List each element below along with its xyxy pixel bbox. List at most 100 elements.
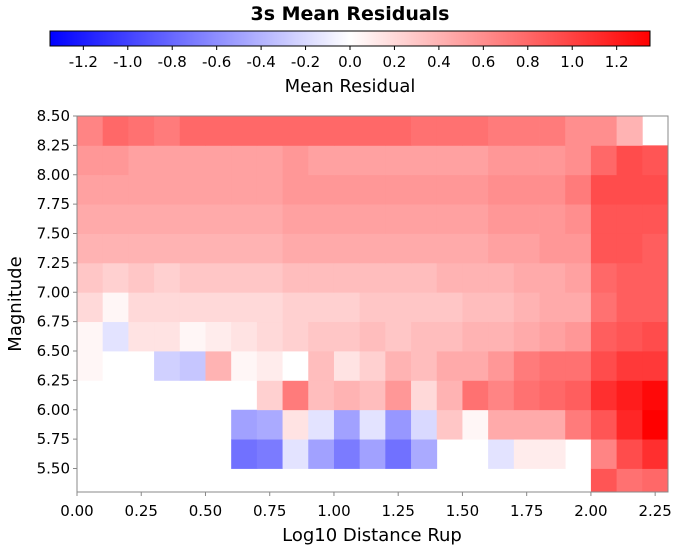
heatmap-cell: [462, 292, 489, 323]
heatmap-cell: [308, 174, 335, 205]
heatmap-cell: [539, 292, 566, 323]
heatmap-cell: [256, 116, 283, 146]
heatmap-cell: [359, 292, 386, 323]
heatmap-cell: [436, 145, 463, 176]
heatmap-cell: [385, 439, 412, 469]
heatmap-cell: [231, 321, 258, 352]
heatmap-cell: [539, 204, 566, 234]
heatmap-cell: [128, 145, 155, 176]
heatmap-cell: [462, 409, 489, 440]
heatmap-cell: [282, 351, 309, 381]
heatmap-cell: [436, 116, 463, 146]
heatmap-cell: [488, 233, 515, 264]
heatmap-cell: [488, 116, 515, 146]
heatmap-cell: [590, 439, 618, 469]
heatmap-cell: [256, 321, 283, 352]
heatmap-cell: [488, 204, 515, 234]
heatmap-cell: [462, 262, 489, 293]
colorbar-tick-label: -1.0: [113, 53, 142, 71]
heatmap-cell: [616, 204, 643, 234]
heatmap-cell: [359, 409, 386, 440]
x-tick-label: 0.25: [125, 502, 158, 520]
heatmap-cell: [616, 145, 643, 176]
x-tick-label: 0.75: [253, 502, 286, 520]
colorbar-label: Mean Residual: [285, 76, 416, 97]
heatmap-cell: [565, 351, 592, 381]
heatmap-cell: [488, 409, 515, 440]
heatmap-cells: [77, 116, 669, 493]
colorbar-tick-label: 0.8: [516, 53, 540, 71]
y-axis-ticks: 5.50 5.75 6.00 6.25 6.50 6.75 7.00 7.25 7.50 7.75…: [37, 107, 77, 478]
heatmap-cell: [77, 262, 104, 293]
colorbar-tick-label: -1.2: [69, 53, 98, 71]
colorbar-tick-label: -0.6: [202, 53, 231, 71]
heatmap-cell: [642, 233, 669, 264]
heatmap-cell: [359, 145, 386, 176]
y-tick-label: 8.50: [37, 107, 70, 125]
heatmap-cell: [205, 233, 232, 264]
heatmap-cell: [642, 321, 669, 352]
heatmap-cell: [411, 174, 438, 205]
heatmap-cell: [616, 409, 643, 440]
heatmap-cell: [231, 145, 258, 176]
heatmap-cell: [488, 145, 515, 176]
heatmap-cell: [642, 204, 669, 234]
heatmap-cell: [282, 380, 309, 411]
heatmap-cell: [565, 262, 592, 293]
heatmap-cell: [333, 262, 361, 293]
heatmap-cell: [642, 439, 669, 469]
heatmap-cell: [154, 204, 181, 234]
heatmap-cell: [411, 380, 438, 411]
heatmap-cell: [308, 116, 335, 146]
heatmap-cell: [256, 204, 283, 234]
heatmap-cell: [77, 116, 104, 146]
heatmap-cell: [462, 116, 489, 146]
heatmap-cell: [231, 439, 258, 469]
heatmap-cell: [308, 409, 335, 440]
heatmap-cell: [333, 116, 361, 146]
heatmap-cell: [308, 145, 335, 176]
heatmap-cell: [102, 233, 129, 264]
colorbar-tick-label: 0.2: [383, 53, 407, 71]
heatmap-cell: [462, 233, 489, 264]
heatmap-cell: [411, 321, 438, 352]
heatmap-cell: [488, 321, 515, 352]
colorbar-tick-label: 1.2: [605, 53, 629, 71]
heatmap-cell: [231, 351, 258, 381]
heatmap-cell: [308, 262, 335, 293]
heatmap-cell: [231, 262, 258, 293]
heatmap-cell: [616, 262, 643, 293]
heatmap-cell: [359, 321, 386, 352]
heatmap-cell: [359, 439, 386, 469]
heatmap-cell: [385, 204, 412, 234]
heatmap-cell: [333, 204, 361, 234]
heatmap-cell: [411, 351, 438, 381]
heatmap-cell: [488, 262, 515, 293]
heatmap-cell: [179, 351, 206, 381]
heatmap-cell: [590, 409, 618, 440]
heatmap-cell: [256, 409, 283, 440]
heatmap-cell: [359, 233, 386, 264]
heatmap-cell: [154, 351, 181, 381]
heatmap-cell: [77, 174, 104, 205]
heatmap-cell: [359, 204, 386, 234]
heatmap-cell: [565, 409, 592, 440]
heatmap-cell: [128, 262, 155, 293]
heatmap-cell: [385, 380, 412, 411]
heatmap-cell: [616, 292, 643, 323]
heatmap-cell: [411, 204, 438, 234]
heatmap-cell: [590, 262, 618, 293]
heatmap-cell: [513, 174, 540, 205]
heatmap-cell: [590, 321, 618, 352]
heatmap-cell: [359, 380, 386, 411]
heatmap-cell: [436, 321, 463, 352]
colorbar: [49, 30, 651, 47]
heatmap-cell: [488, 174, 515, 205]
heatmap-cell: [359, 116, 386, 146]
heatmap-cell: [308, 233, 335, 264]
heatmap-cell: [642, 380, 669, 411]
heatmap-cell: [308, 351, 335, 381]
y-tick-label: 7.75: [37, 195, 70, 213]
heatmap-cell: [179, 292, 206, 323]
heatmap-cell: [513, 380, 540, 411]
